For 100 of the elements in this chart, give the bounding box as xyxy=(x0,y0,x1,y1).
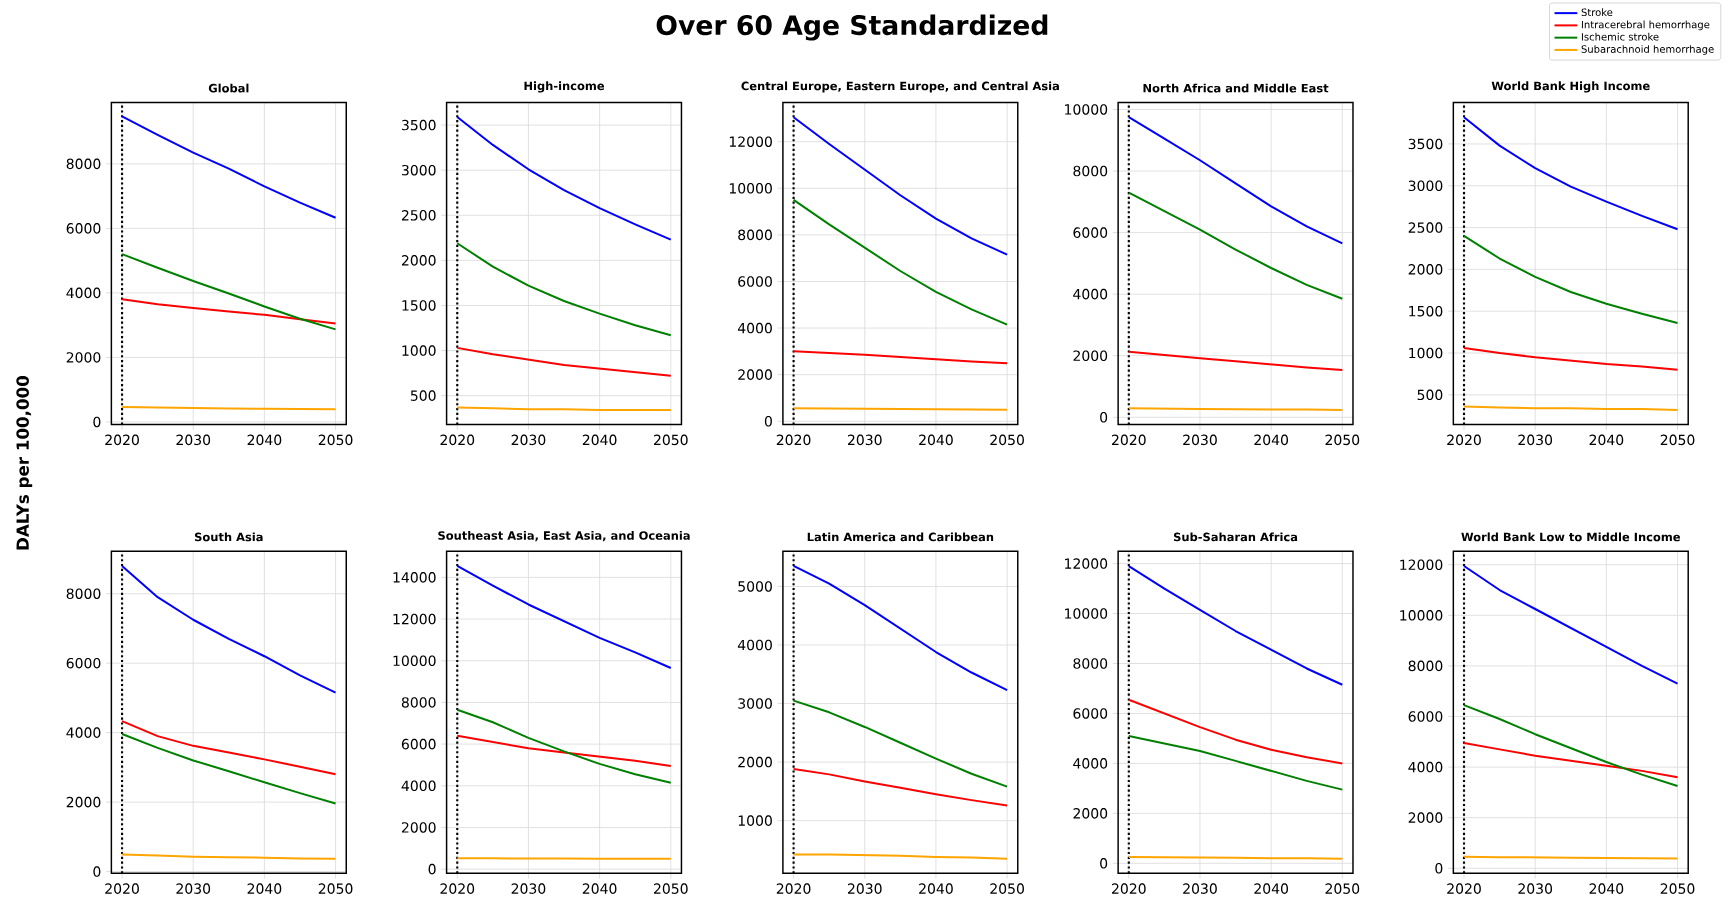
line-series xyxy=(456,115,672,241)
y-tick-label: 8000 xyxy=(66,588,101,599)
y-tick-label: 8000 xyxy=(1073,658,1108,669)
y-tick-label: 8000 xyxy=(738,229,772,241)
line-series xyxy=(456,242,672,337)
line-series xyxy=(1463,116,1679,231)
y-tick-label: 0 xyxy=(764,415,772,427)
line-series xyxy=(1463,742,1679,779)
x-tick-label: 2040 xyxy=(919,883,953,894)
y-tick-label: 2000 xyxy=(1408,812,1443,823)
chart-title: South Asia xyxy=(194,532,263,542)
x-tick-label: 2040 xyxy=(1254,883,1289,894)
y-axis-title: DALYs per 100,000 xyxy=(16,376,33,550)
legend-label: Ischemic stroke xyxy=(1581,32,1659,41)
y-tick-label: 4000 xyxy=(737,639,772,651)
x-tick-label: 2020 xyxy=(105,883,139,894)
y-tick-label: 5000 xyxy=(738,581,772,592)
y-tick-label: 1000 xyxy=(1409,347,1443,359)
y-tick-label: 12000 xyxy=(729,136,772,147)
chart-title: Global xyxy=(208,83,249,93)
y-tick-label: 2000 xyxy=(738,369,772,380)
y-tick-label: 4000 xyxy=(1073,758,1108,769)
y-tick-label: 0 xyxy=(1100,412,1108,423)
line-series xyxy=(792,768,1009,807)
y-tick-label: 0 xyxy=(93,416,101,428)
x-tick-label: 2050 xyxy=(990,883,1024,894)
line-series xyxy=(121,564,337,694)
y-tick-label: 2000 xyxy=(1073,350,1108,362)
y-tick-label: 1000 xyxy=(402,345,436,356)
legend-label: Intracerebral hemorrhage xyxy=(1581,20,1710,31)
y-tick-label: 10000 xyxy=(1065,104,1108,115)
x-tick-label: 2020 xyxy=(1112,434,1146,446)
x-tick-label: 2050 xyxy=(1325,883,1360,894)
y-tick-label: 4000 xyxy=(1408,761,1443,773)
x-tick-label: 2050 xyxy=(318,434,353,446)
y-tick-label: 1500 xyxy=(1409,305,1443,317)
y-tick-label: 14000 xyxy=(393,572,436,583)
line-series xyxy=(1127,116,1344,245)
y-tick-label: 4000 xyxy=(66,727,101,738)
y-tick-label: 6000 xyxy=(1073,708,1108,719)
y-tick-label: 6000 xyxy=(1408,711,1443,722)
chart-title: Southeast Asia, East Asia, and Oceania xyxy=(438,530,690,542)
y-tick-label: 2000 xyxy=(401,822,436,833)
y-tick-label: 2000 xyxy=(66,796,101,808)
x-tick-label: 2030 xyxy=(1518,883,1553,894)
x-tick-label: 2020 xyxy=(1112,883,1146,894)
x-tick-label: 2030 xyxy=(176,883,211,894)
x-tick-label: 2040 xyxy=(582,434,617,446)
x-tick-label: 2050 xyxy=(1325,434,1360,446)
y-tick-label: 2500 xyxy=(401,209,436,221)
x-tick-label: 2040 xyxy=(247,434,282,446)
y-tick-label: 2000 xyxy=(738,756,772,768)
x-tick-label: 2040 xyxy=(1589,434,1624,446)
y-tick-label: 3500 xyxy=(401,119,436,131)
x-tick-label: 2040 xyxy=(919,434,953,446)
y-tick-label: 10000 xyxy=(729,182,772,194)
y-tick-label: 12000 xyxy=(393,613,436,625)
y-tick-label: 500 xyxy=(410,390,436,401)
x-tick-label: 2030 xyxy=(847,883,882,894)
x-tick-label: 2050 xyxy=(1660,883,1695,894)
y-tick-label: 6000 xyxy=(66,223,101,234)
y-tick-label: 3000 xyxy=(738,698,772,709)
x-tick-label: 2020 xyxy=(440,434,475,446)
y-tick-label: 8000 xyxy=(1408,660,1443,672)
y-tick-label: 0 xyxy=(1435,862,1443,874)
line-series xyxy=(121,253,337,331)
chart-title: World Bank High Income xyxy=(1491,81,1650,93)
chart-title: North Africa and Middle East xyxy=(1143,83,1329,93)
chart-title: Central Europe, Eastern Europe, and Central Asia xyxy=(741,81,1059,93)
y-tick-label: 4000 xyxy=(737,322,772,334)
y-tick-label: 8000 xyxy=(401,697,436,708)
chart-title: Latin America and Caribbean xyxy=(807,532,994,542)
line-series xyxy=(456,708,672,784)
x-tick-label: 2030 xyxy=(511,434,546,446)
x-tick-label: 2030 xyxy=(176,434,211,446)
y-tick-label: 10000 xyxy=(393,655,436,667)
x-tick-label: 2020 xyxy=(1447,434,1481,446)
y-tick-label: 1500 xyxy=(402,300,436,311)
line-series xyxy=(121,733,337,805)
y-tick-label: 2000 xyxy=(1408,264,1443,275)
x-tick-label: 2050 xyxy=(653,434,688,446)
y-tick-label: 8000 xyxy=(66,158,101,170)
y-tick-label: 2000 xyxy=(401,255,436,266)
y-tick-label: 2000 xyxy=(66,352,101,363)
y-tick-label: 8000 xyxy=(1073,165,1108,177)
y-tick-label: 0 xyxy=(1100,858,1108,869)
x-tick-label: 2040 xyxy=(582,883,617,894)
x-tick-label: 2020 xyxy=(1447,883,1481,894)
y-tick-label: 500 xyxy=(1417,389,1443,401)
line-series xyxy=(121,115,337,219)
y-tick-label: 3500 xyxy=(1408,138,1443,150)
y-tick-label: 4000 xyxy=(1073,288,1108,300)
y-tick-label: 4000 xyxy=(401,780,436,792)
x-tick-label: 2020 xyxy=(440,883,475,894)
x-tick-label: 2020 xyxy=(105,434,139,446)
x-tick-label: 2030 xyxy=(1183,434,1217,446)
chart-title: High-income xyxy=(524,81,605,93)
y-tick-label: 6000 xyxy=(66,657,101,669)
x-tick-label: 2050 xyxy=(990,434,1024,446)
x-tick-label: 2030 xyxy=(511,883,546,894)
